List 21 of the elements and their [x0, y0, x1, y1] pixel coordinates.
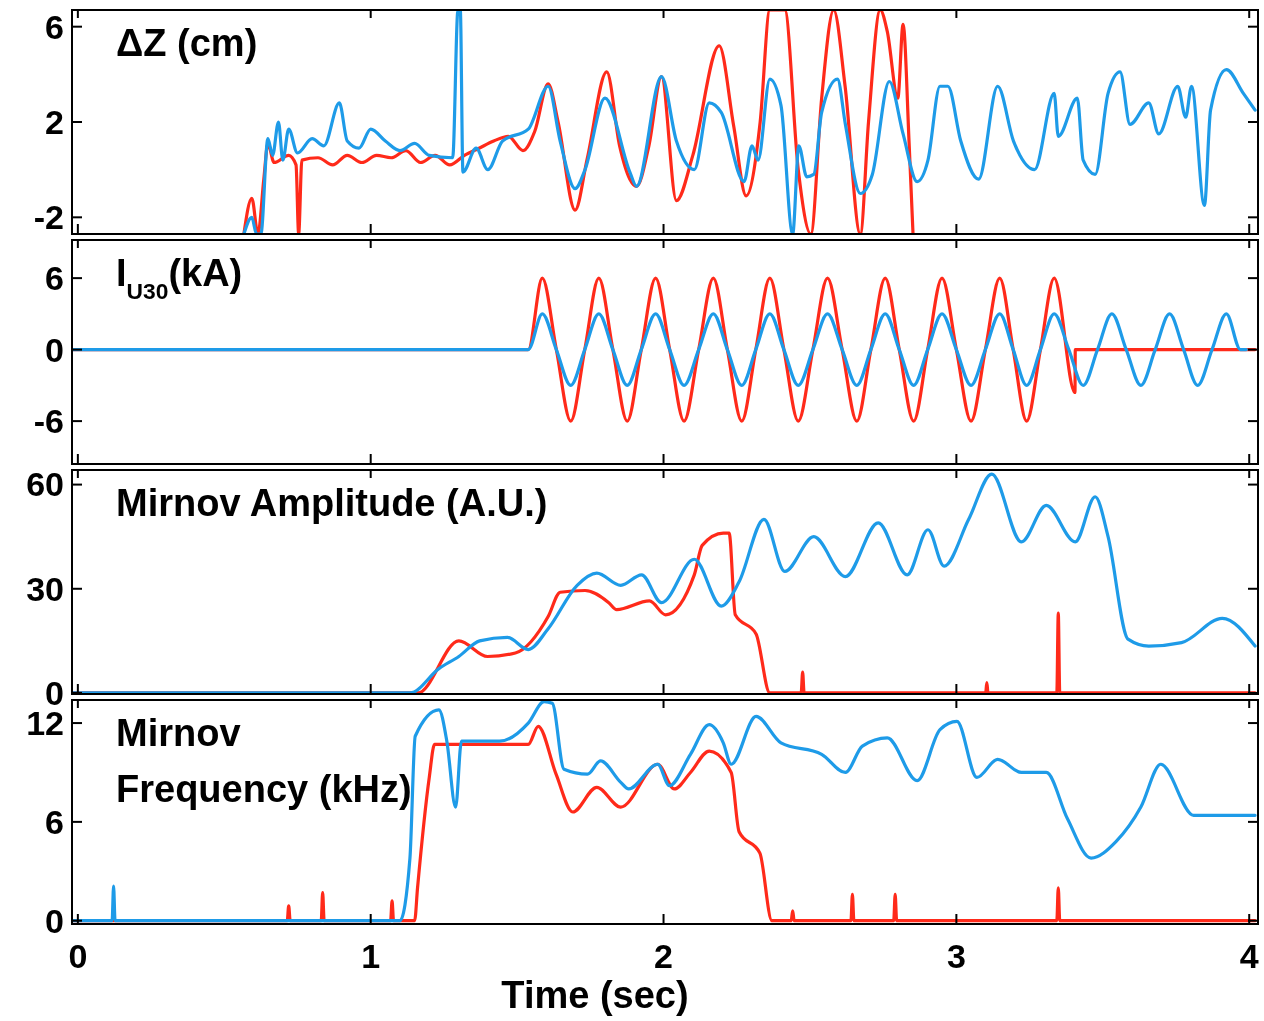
- x-tick-label: 1: [361, 937, 381, 975]
- y-tick-label: 0: [45, 673, 64, 712]
- x-tick-label: 0: [68, 937, 88, 975]
- y-tick-label: 0: [45, 901, 64, 940]
- x-tick-label: 2: [654, 937, 673, 975]
- y-tick-label: -2: [33, 198, 64, 237]
- y-tick-label: 6: [45, 259, 64, 298]
- chart-title: Mirnov Amplitude (A.U.): [116, 482, 548, 524]
- x-axis-title: Time (sec): [501, 974, 689, 1016]
- chart-title: ΔZ (cm): [116, 22, 258, 64]
- y-tick-label: 60: [26, 465, 64, 504]
- x-tick-label: 4: [1239, 937, 1259, 975]
- text: Mirnov Frequency (kHz): [116, 712, 412, 810]
- y-tick-label: 30: [26, 569, 64, 608]
- y-tick-label: 0: [45, 330, 64, 369]
- chart-title: I$_{U30}$(kA): [116, 252, 243, 304]
- y-tick-label: 2: [45, 102, 64, 141]
- y-tick-label: 6: [45, 802, 64, 841]
- y-tick-label: -6: [33, 402, 64, 441]
- y-tick-label: 6: [45, 7, 64, 46]
- x-tick-label: 3: [946, 937, 966, 975]
